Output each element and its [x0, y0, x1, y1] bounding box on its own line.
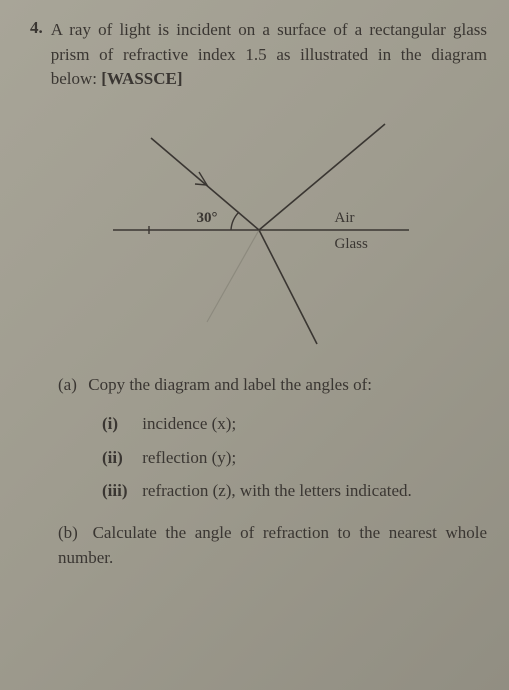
part-b-label: (b): [58, 520, 84, 546]
ray-diagram: 30° Air Glass: [89, 110, 429, 350]
air-label: Air: [335, 210, 355, 227]
part-b-text: Calculate the angle of refraction to the…: [58, 523, 487, 568]
subpart-a-iii: (iii) refraction (z), with the letters i…: [58, 478, 487, 504]
diagram-svg: [89, 110, 429, 350]
angle-arc: [231, 212, 239, 230]
subpart-a-ii: (ii) reflection (y);: [58, 445, 487, 471]
incident-arrow: [195, 172, 207, 185]
sub-iii-label: (iii): [102, 478, 138, 504]
refracted-ray: [259, 230, 317, 344]
sub-i-text: incidence (x);: [142, 414, 236, 433]
sub-i-label: (i): [102, 411, 138, 437]
part-a-label: (a): [58, 372, 84, 398]
diagram-container: 30° Air Glass: [30, 110, 487, 350]
subpart-a-i: (i) incidence (x);: [58, 411, 487, 437]
part-a: (a) Copy the diagram and label the angle…: [58, 372, 487, 398]
sub-ii-text: reflection (y);: [142, 448, 236, 467]
faint-line: [207, 230, 259, 322]
question-number: 4.: [30, 18, 43, 38]
sub-ii-label: (ii): [102, 445, 138, 471]
reflected-ray: [259, 124, 385, 230]
source-tag: [WASSCE]: [101, 69, 182, 88]
question-header: 4. A ray of light is incident on a surfa…: [30, 18, 487, 92]
angle-30-label: 30°: [197, 210, 218, 227]
part-a-text: Copy the diagram and label the angles of…: [88, 375, 372, 394]
parts-list: (a) Copy the diagram and label the angle…: [30, 372, 487, 571]
glass-label: Glass: [335, 236, 368, 253]
question-text: A ray of light is incident on a surface …: [51, 18, 487, 92]
part-b: (b) Calculate the angle of refraction to…: [58, 520, 487, 571]
sub-iii-text: refraction (z), with the letters indicat…: [142, 481, 412, 500]
